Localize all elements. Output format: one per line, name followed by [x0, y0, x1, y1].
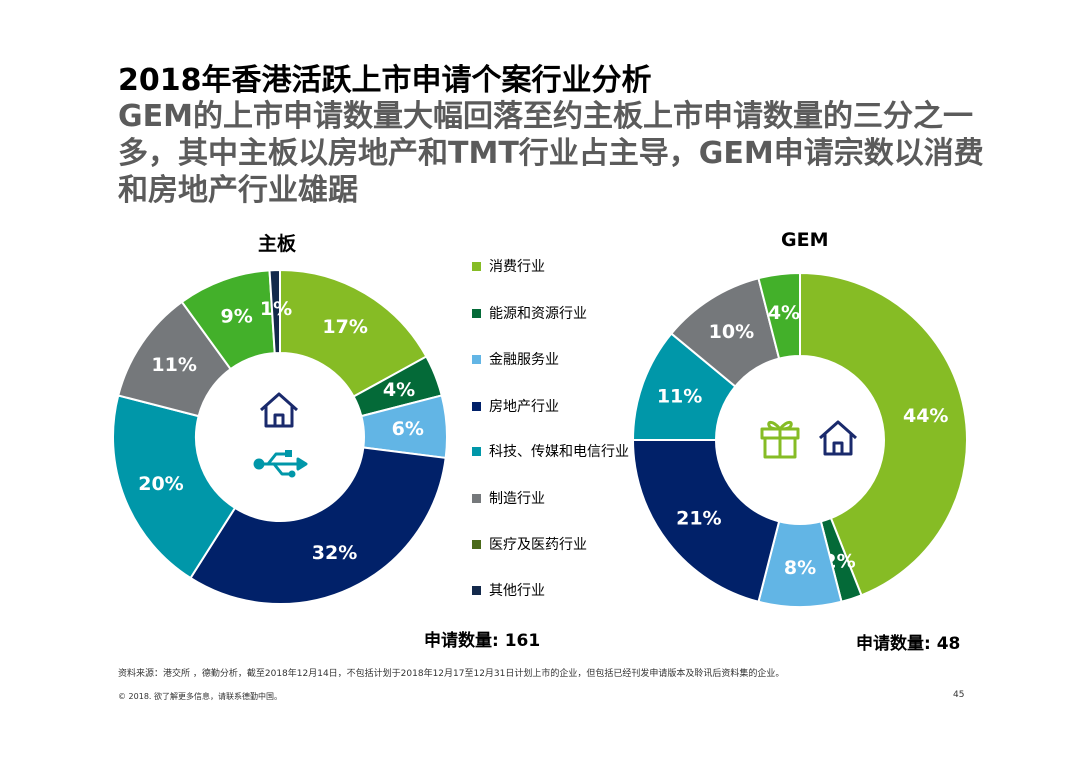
slice-label: 21% — [676, 507, 721, 529]
donut-slice — [799, 271, 968, 597]
slice-label: 44% — [903, 405, 948, 427]
gem-application-count: 申请数量: 48 — [856, 634, 961, 654]
legend-swatch — [472, 355, 481, 364]
gift-icon — [760, 420, 800, 459]
copyright: © 2018. 欲了解更多信息，请联系德勤中国。 — [118, 692, 282, 701]
slice-label: 8% — [784, 557, 816, 579]
legend-swatch — [472, 494, 481, 503]
slice-label: 11% — [151, 354, 196, 376]
legend-label: 其他行业 — [489, 583, 545, 599]
legend-label: 科技、传媒和电信行业 — [489, 444, 629, 460]
slice-label: 6% — [392, 418, 424, 440]
source-note: 资料来源：港交所 ，德勤分析，截至2018年12月14日，不包括计划于2018年… — [118, 669, 785, 679]
gem-donut-chart: 44%2%8%21%11%10%4% — [631, 271, 968, 608]
legend-item: 消费行业 — [472, 257, 639, 277]
legend-item: 其他行业 — [472, 581, 639, 601]
main-board-donut-chart: 17% 4% 6% 32% 20% 11% 9% 1% — [112, 268, 448, 605]
legend-swatch — [472, 447, 481, 456]
slice-label: 20% — [138, 473, 183, 495]
legend-label: 消费行业 — [489, 259, 545, 275]
donut-slice — [112, 394, 237, 580]
legend-label: 医疗及医药行业 — [489, 537, 587, 553]
slice-label: 17% — [322, 316, 367, 338]
legend-label: 能源和资源行业 — [489, 306, 587, 322]
legend-label: 金融服务业 — [489, 352, 559, 368]
slice-label: 1% — [260, 298, 292, 320]
slice-label: 4% — [768, 302, 800, 324]
legend-item: 能源和资源行业 — [472, 304, 639, 324]
main-board-chart-title: 主板 — [258, 233, 297, 255]
page-subtitle: GEM的上市申请数量大幅回落至约主板上市申请数量的三分之一多，其中主板以房地产和… — [118, 99, 984, 208]
slice-label: 9% — [221, 306, 253, 328]
slice-label: 32% — [312, 542, 357, 564]
legend-swatch — [472, 540, 481, 549]
legend-item: 金融服务业 — [472, 350, 639, 370]
legend-swatch — [472, 262, 481, 271]
donut-slice — [268, 268, 281, 355]
donut-slice — [279, 268, 428, 398]
legend-swatch — [472, 586, 481, 595]
legend-swatch — [472, 402, 481, 411]
legend-item: 科技、传媒和电信行业 — [472, 442, 639, 462]
donut-slice — [757, 271, 801, 360]
slice-label: 4% — [383, 379, 415, 401]
legend-label: 房地产行业 — [489, 399, 559, 415]
slice-label: 10% — [709, 321, 754, 343]
house-icon — [819, 420, 857, 456]
gem-chart-title: GEM — [781, 229, 829, 251]
page-title: 2018年香港活跃上市申请个案行业分析 — [118, 63, 652, 98]
legend-item: 制造行业 — [472, 489, 639, 509]
main-board-application-count: 申请数量: 161 — [424, 631, 541, 651]
legend-label: 制造行业 — [489, 491, 545, 507]
slice-label: 11% — [657, 386, 702, 408]
usb-icon — [253, 450, 308, 478]
house-icon — [260, 392, 298, 428]
legend-item: 房地产行业 — [472, 397, 639, 417]
donut-slice — [631, 439, 781, 603]
page-number: 45 — [953, 690, 965, 700]
donut-slice — [189, 446, 447, 605]
legend-swatch — [472, 309, 481, 318]
legend-item: 医疗及医药行业 — [472, 535, 639, 555]
